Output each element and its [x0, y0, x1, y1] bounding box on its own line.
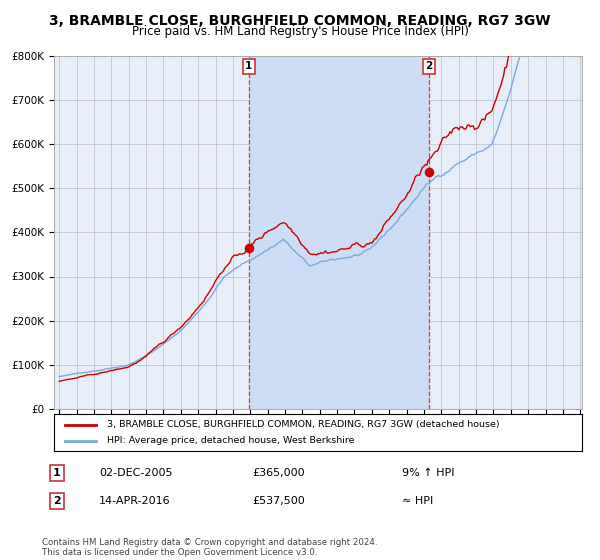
Text: 3, BRAMBLE CLOSE, BURGHFIELD COMMON, READING, RG7 3GW (detached house): 3, BRAMBLE CLOSE, BURGHFIELD COMMON, REA… [107, 420, 499, 429]
Text: 2: 2 [53, 496, 61, 506]
Text: 1: 1 [53, 468, 61, 478]
Text: 9% ↑ HPI: 9% ↑ HPI [402, 468, 455, 478]
Text: £365,000: £365,000 [252, 468, 305, 478]
Text: 14-APR-2016: 14-APR-2016 [99, 496, 170, 506]
Point [424, 167, 434, 176]
Text: HPI: Average price, detached house, West Berkshire: HPI: Average price, detached house, West… [107, 436, 354, 445]
Text: Contains HM Land Registry data © Crown copyright and database right 2024.
This d: Contains HM Land Registry data © Crown c… [42, 538, 377, 557]
Text: £537,500: £537,500 [252, 496, 305, 506]
Text: 2: 2 [425, 61, 433, 71]
Text: 02-DEC-2005: 02-DEC-2005 [99, 468, 173, 478]
Text: 1: 1 [245, 61, 253, 71]
Point [244, 244, 254, 253]
Bar [249, 56, 429, 409]
Text: 3, BRAMBLE CLOSE, BURGHFIELD COMMON, READING, RG7 3GW: 3, BRAMBLE CLOSE, BURGHFIELD COMMON, REA… [49, 14, 551, 28]
Text: Price paid vs. HM Land Registry's House Price Index (HPI): Price paid vs. HM Land Registry's House … [131, 25, 469, 38]
Text: ≈ HPI: ≈ HPI [402, 496, 433, 506]
